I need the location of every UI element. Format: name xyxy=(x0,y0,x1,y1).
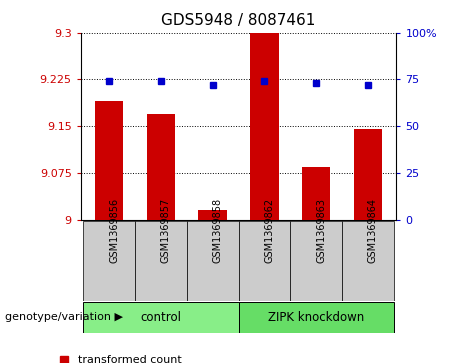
Text: control: control xyxy=(141,311,182,323)
Bar xyxy=(187,221,239,301)
Bar xyxy=(83,302,239,333)
Text: genotype/variation ▶: genotype/variation ▶ xyxy=(5,312,123,322)
Bar xyxy=(198,210,227,220)
Text: GSM1369857: GSM1369857 xyxy=(161,198,171,263)
Bar xyxy=(239,221,290,301)
Bar xyxy=(95,101,124,220)
Bar xyxy=(135,221,187,301)
Text: GSM1369862: GSM1369862 xyxy=(265,198,274,263)
Text: ZIPK knockdown: ZIPK knockdown xyxy=(268,311,364,323)
Bar xyxy=(290,221,342,301)
Text: GSM1369864: GSM1369864 xyxy=(368,198,378,263)
Text: GSM1369856: GSM1369856 xyxy=(109,198,119,263)
Text: GSM1369863: GSM1369863 xyxy=(316,198,326,263)
Bar xyxy=(354,129,382,220)
Bar xyxy=(342,221,394,301)
Bar xyxy=(250,33,279,220)
Bar xyxy=(147,114,175,220)
Text: GDS5948 / 8087461: GDS5948 / 8087461 xyxy=(161,13,316,28)
Bar xyxy=(302,167,331,220)
Bar xyxy=(83,221,135,301)
Bar xyxy=(239,302,394,333)
Text: GSM1369858: GSM1369858 xyxy=(213,198,223,263)
Text: transformed count: transformed count xyxy=(78,355,182,363)
